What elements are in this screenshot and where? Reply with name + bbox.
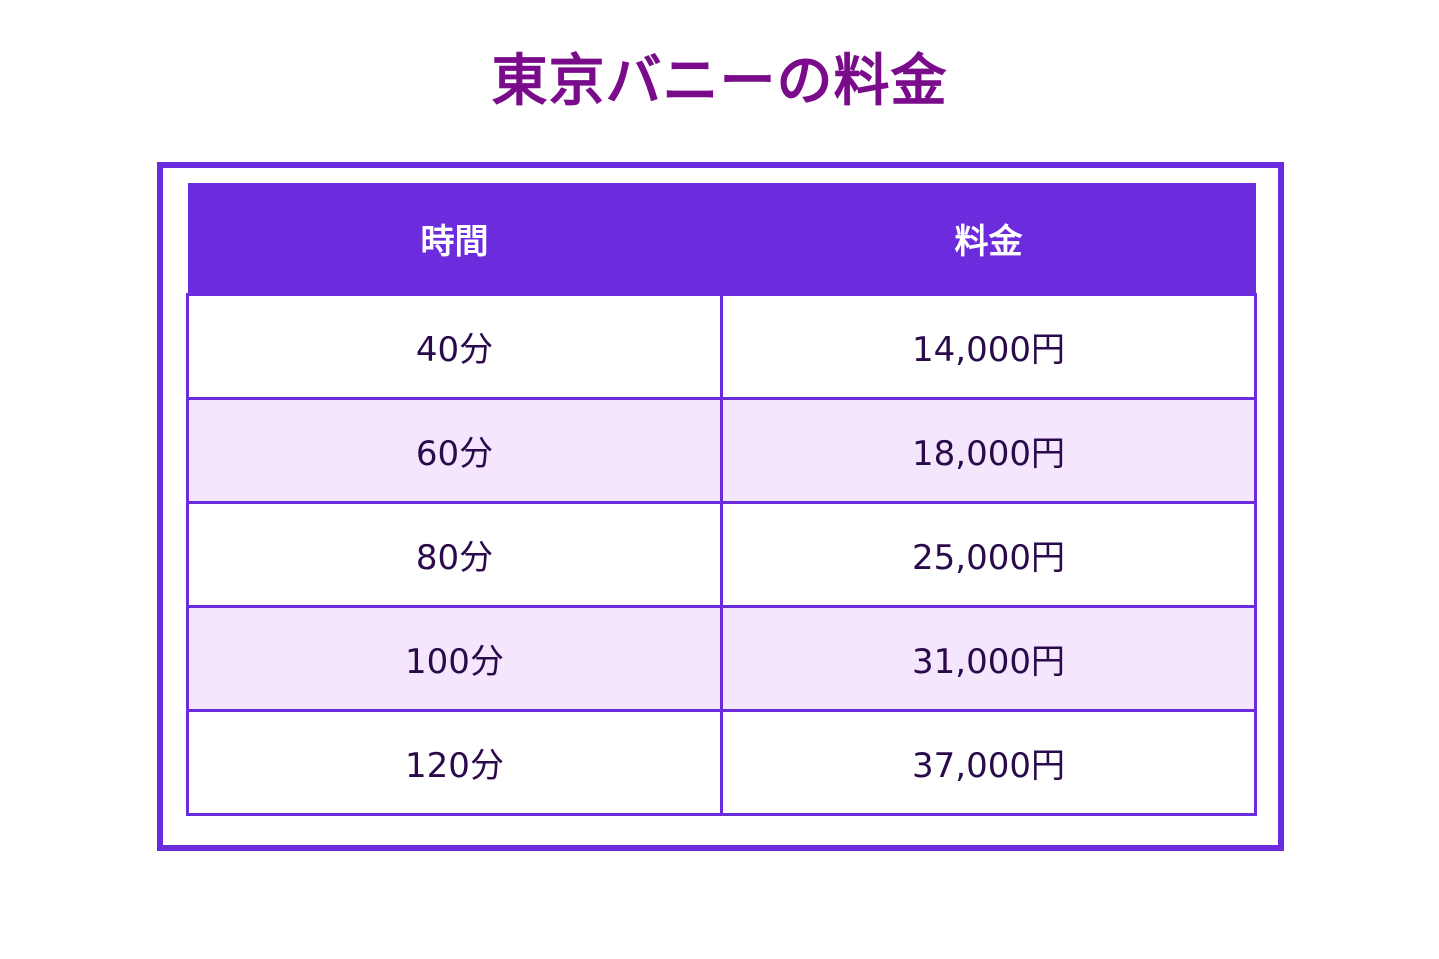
- time-cell: 60分: [186, 397, 723, 504]
- price-table: 時間 料金 40分 14,000円 60分 18,000円 80分 25,000…: [186, 183, 1257, 816]
- header-price: 料金: [721, 183, 1256, 295]
- header-time: 時間: [187, 183, 722, 295]
- table-row: 60分 18,000円: [186, 397, 1257, 504]
- table-row: 120分 37,000円: [186, 709, 1257, 816]
- price-cell: 31,000円: [720, 605, 1257, 712]
- price-cell: 14,000円: [720, 293, 1257, 400]
- table-row: 100分 31,000円: [186, 605, 1257, 712]
- table-header-row: 時間 料金: [187, 183, 1256, 295]
- time-cell: 100分: [186, 605, 723, 712]
- price-cell: 37,000円: [720, 709, 1257, 816]
- time-cell: 120分: [186, 709, 723, 816]
- page-title: 東京バニーの料金: [491, 49, 948, 114]
- table-row: 80分 25,000円: [186, 501, 1257, 608]
- price-cell: 25,000円: [720, 501, 1257, 608]
- time-cell: 40分: [186, 293, 723, 400]
- price-cell: 18,000円: [720, 397, 1257, 504]
- time-cell: 80分: [186, 501, 723, 608]
- table-row: 40分 14,000円: [186, 293, 1257, 400]
